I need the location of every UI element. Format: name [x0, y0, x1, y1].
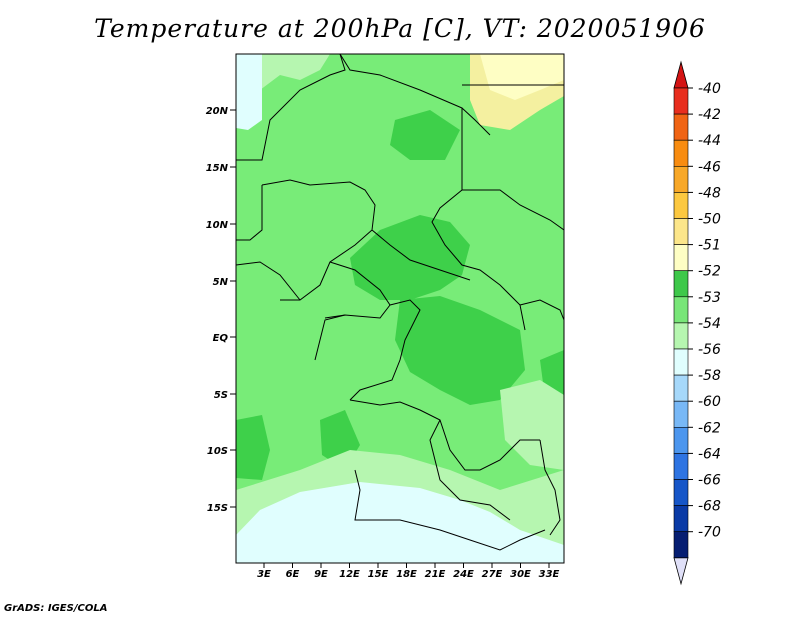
colorbar-bottom-arrow: [673, 557, 689, 586]
colorbar-swatch: [673, 218, 689, 245]
colorbar-swatch: [673, 531, 689, 559]
colorbar: -40 -42 -44 -46 -48 -50 -51 -52 -53 -54 -56 -58 -60 -…: [673, 60, 721, 586]
colorbar-swatch: [673, 296, 689, 324]
lat-label: 15N: [206, 163, 229, 174]
lon-label: 18E: [396, 569, 417, 580]
colorbar-label: -70: [698, 525, 721, 541]
field-level-52-west: [236, 415, 270, 480]
colorbar-label: -53: [698, 290, 721, 306]
colorbar-swatch: [673, 166, 689, 193]
lat-label: 10S: [207, 446, 228, 457]
colorbar-label: -64: [698, 446, 721, 462]
lon-label: 6E: [286, 569, 300, 580]
grads-credit: GrADS: IGES/COLA: [4, 603, 108, 614]
field-level-52-congo: [395, 296, 525, 405]
colorbar-label: -44: [698, 133, 721, 149]
lon-label: 33E: [539, 569, 560, 580]
colorbar-label: -46: [698, 159, 721, 175]
lon-label: 3E: [257, 569, 271, 580]
field-level-56-south: [236, 482, 564, 563]
colorbar-swatch: [673, 87, 689, 115]
lon-label: 30E: [510, 569, 531, 580]
colorbar-label: -42: [698, 107, 721, 123]
colorbar-label: -51: [698, 238, 721, 254]
colorbar-label: -56: [698, 342, 721, 358]
colorbar-label: -68: [698, 499, 721, 515]
colorbar-label: -60: [698, 394, 721, 410]
colorbar-swatch: [673, 113, 689, 141]
lon-label: 21E: [425, 569, 446, 580]
field-level-51-northeast: [480, 54, 564, 100]
field-level-52-northeast: [390, 110, 460, 160]
colorbar-swatch: [673, 400, 689, 428]
country-borders: [236, 54, 564, 551]
colorbar-swatch: [673, 139, 689, 167]
colorbar-label: -52: [698, 264, 721, 280]
lat-label: 15S: [207, 503, 228, 514]
lon-label: 24E: [453, 569, 474, 580]
colorbar-swatch: [673, 192, 689, 219]
colorbar-swatch: [673, 426, 689, 454]
lat-label: 5S: [214, 390, 228, 401]
colorbar-label: -50: [698, 212, 721, 228]
lat-label: 10N: [206, 220, 229, 231]
colorbar-swatch: [673, 348, 689, 376]
colorbar-top-arrow: [673, 60, 689, 89]
colorbar-swatch: [673, 244, 689, 272]
lat-label: 20N: [206, 106, 229, 117]
colorbar-swatch: [673, 374, 689, 402]
colorbar-swatch: [673, 453, 689, 480]
lon-label: 15E: [368, 569, 389, 580]
colorbar-label: -54: [698, 316, 721, 332]
lon-axis: 3E 6E 9E 12E 15E 18E 21E 24E 27E 30E 33E: [257, 563, 560, 580]
lat-axis: 20N 15N 10N 5N EQ 5S 10S 15S: [206, 106, 236, 514]
chart-title: Temperature at 200hPa [C], VT: 202005190…: [94, 14, 706, 43]
field-level-54-east: [500, 380, 564, 470]
lat-label: 5N: [213, 277, 229, 288]
temperature-field: [236, 54, 564, 563]
lon-label: 9E: [314, 569, 328, 580]
colorbar-swatch: [673, 322, 689, 350]
field-level-56-west: [236, 54, 262, 130]
lon-label: 12E: [339, 569, 360, 580]
lon-label: 27E: [482, 569, 503, 580]
colorbar-label: -40: [698, 81, 721, 97]
colorbar-swatch: [673, 270, 689, 298]
colorbar-label: -62: [698, 420, 721, 436]
colorbar-label: -58: [698, 368, 721, 384]
lat-label: EQ: [213, 333, 229, 344]
colorbar-swatch: [673, 479, 689, 506]
colorbar-label: -66: [698, 473, 721, 489]
colorbar-swatch: [673, 505, 689, 533]
map-frame: [235, 53, 565, 564]
colorbar-label: -48: [698, 185, 721, 201]
